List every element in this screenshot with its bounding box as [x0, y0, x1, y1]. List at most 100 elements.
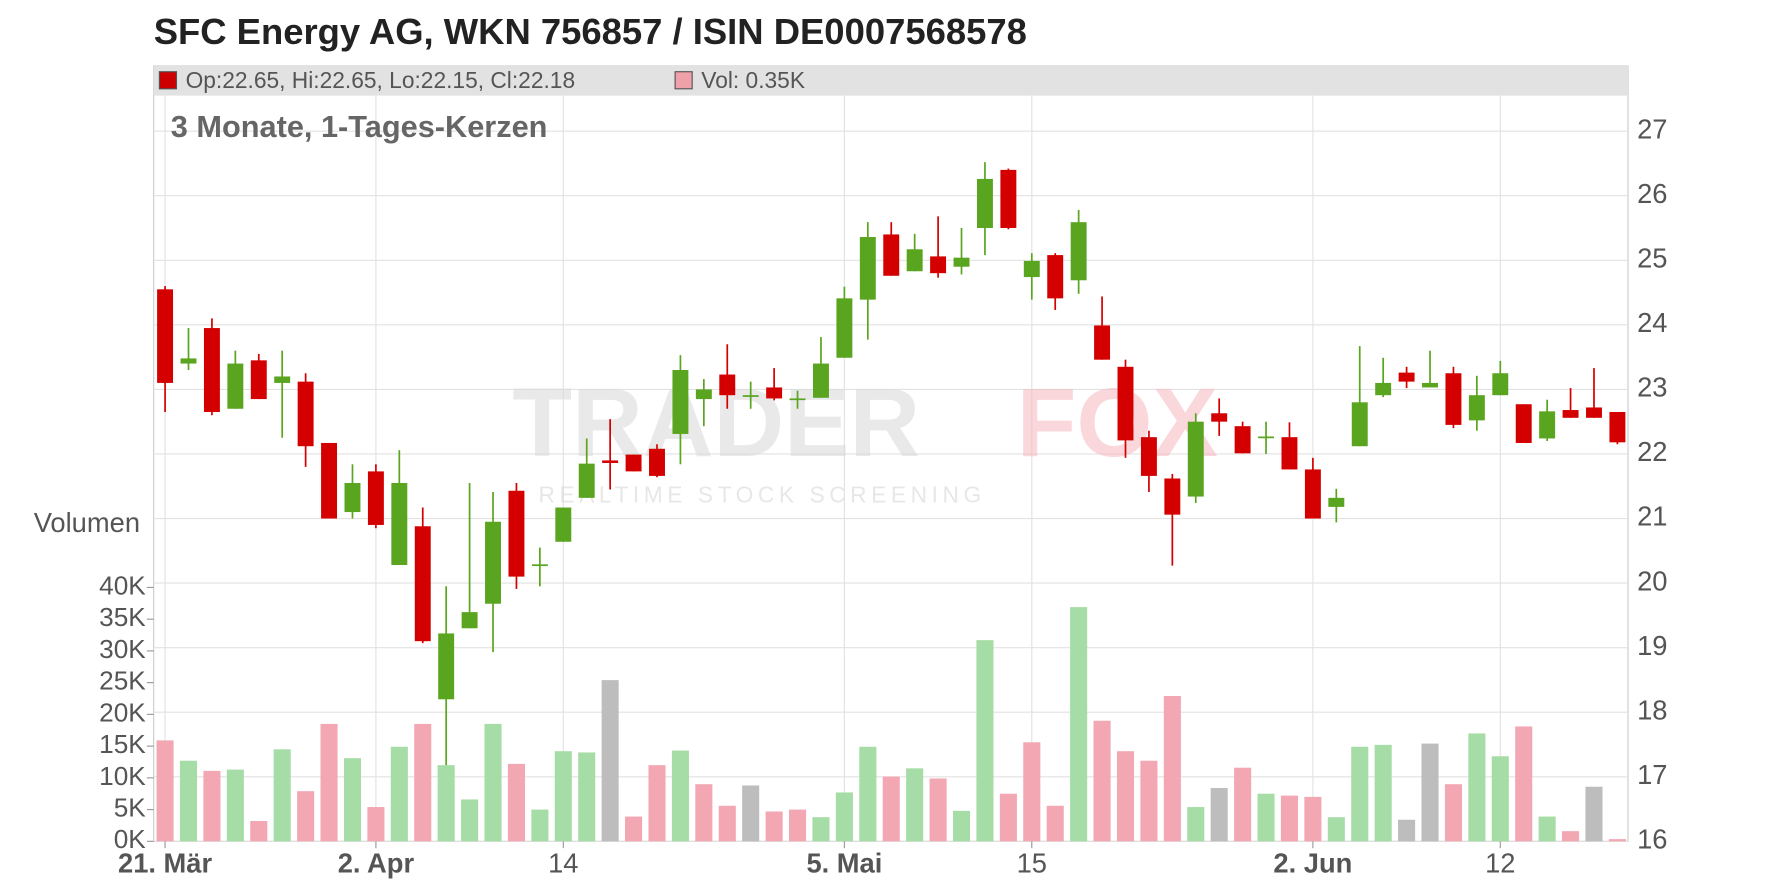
volume-bar — [625, 816, 643, 842]
candle-body — [836, 298, 853, 358]
candle-body — [859, 237, 876, 300]
candle-body — [1211, 413, 1228, 422]
x-tick-label: 2. Jun — [1273, 847, 1352, 878]
volume-bar — [671, 750, 689, 842]
volume-bar — [461, 799, 479, 842]
watermark: TRADER FOX REALTIME STOCK SCREENING — [512, 367, 1218, 507]
candle-body — [1515, 404, 1532, 443]
candle-body — [227, 363, 244, 409]
candle-body — [508, 490, 525, 577]
candle-body — [274, 376, 291, 383]
y-tick-label: 17 — [1637, 759, 1667, 790]
candle-body — [1304, 469, 1321, 519]
volume-bar — [156, 740, 174, 842]
volume-bar — [226, 769, 244, 842]
volume-bar — [531, 809, 549, 842]
y-tick-label: 16 — [1637, 824, 1667, 855]
volume-bar — [437, 765, 455, 842]
legend-ohlc: Op:22.65, Hi:22.65, Lo:22.15, Cl:22.18 — [186, 67, 576, 93]
volume-bar — [179, 760, 198, 842]
y-tick-label: 25 — [1637, 242, 1667, 273]
candle-body — [1117, 366, 1134, 441]
candle-body — [1234, 426, 1251, 454]
candles — [157, 162, 1626, 766]
x-tick-label: 15 — [1017, 847, 1047, 878]
volume-bar — [390, 746, 408, 842]
volume-bar — [718, 805, 736, 842]
candle-body — [1539, 411, 1556, 439]
candle-body — [1422, 382, 1438, 388]
volume-bar — [1491, 756, 1509, 842]
x-tick-label: 14 — [548, 847, 578, 878]
volume-bar — [1234, 767, 1252, 842]
volume-bar — [297, 791, 315, 842]
volume-bar — [320, 723, 338, 842]
watermark-brand: FOX — [1017, 367, 1218, 477]
y-tick-label: 21 — [1637, 501, 1667, 532]
candle-body — [813, 363, 829, 398]
volume-bar — [1468, 733, 1486, 842]
y-tick-label: 18 — [1637, 694, 1667, 725]
chart-title: SFC Energy AG, WKN 756857 / ISIN DE00075… — [154, 11, 1027, 52]
candle-body — [1000, 169, 1017, 228]
legend-swatch — [158, 71, 178, 90]
volume-bar — [1421, 743, 1439, 842]
volume-bar — [765, 811, 783, 842]
volume-bar — [507, 763, 525, 842]
candle-body — [930, 256, 947, 274]
candle-body — [625, 454, 642, 472]
candle-body — [1351, 402, 1368, 447]
volume-bar — [1187, 807, 1205, 842]
candle-body — [883, 234, 900, 276]
volume-bar — [695, 784, 713, 842]
volume-bar — [789, 809, 807, 842]
candle-body — [531, 564, 548, 567]
candle-body — [578, 463, 595, 498]
candle-body — [485, 521, 501, 604]
candle-body — [180, 358, 197, 364]
candle-body — [1070, 222, 1087, 281]
watermark-brand: TRADER — [512, 367, 920, 477]
chart-subtitle: 3 Monate, 1-Tages-Kerzen — [171, 109, 548, 144]
candle-body — [1023, 260, 1040, 278]
volume-tick-label: 10K — [99, 761, 146, 791]
volume-bars — [156, 607, 1626, 842]
volume-bar — [1116, 751, 1135, 842]
y-tick-label: 26 — [1637, 178, 1667, 209]
volume-bar — [952, 810, 971, 842]
volume-tick-label: 25K — [99, 666, 146, 696]
candle-body — [1164, 478, 1181, 515]
candle-body — [672, 370, 689, 434]
volume-bar — [976, 640, 994, 842]
volume-bar — [812, 817, 830, 842]
x-tick-label: 21. Mär — [118, 847, 212, 878]
volume-bar — [1304, 796, 1322, 842]
candle-body — [1468, 395, 1485, 421]
candle-body — [742, 395, 759, 397]
volume-bar — [906, 768, 924, 842]
candle-body — [1375, 382, 1392, 396]
candle-body — [1492, 373, 1509, 396]
volume-bar — [1562, 831, 1580, 842]
y-tick-label: 24 — [1637, 307, 1667, 338]
candle-body — [1328, 497, 1345, 507]
volume-bar — [1327, 817, 1345, 842]
candle-body — [203, 328, 220, 412]
candle-body — [461, 612, 478, 629]
candle-body — [367, 471, 384, 525]
candle-body — [649, 448, 665, 476]
volume-bar — [1280, 795, 1299, 842]
candle-body — [157, 289, 174, 383]
candle-body — [906, 249, 923, 272]
volume-bar — [742, 785, 760, 842]
candle-body — [953, 257, 970, 267]
volume-bar — [1398, 819, 1416, 842]
volume-bar — [601, 680, 619, 842]
candle-body — [1187, 421, 1204, 497]
volume-bar — [1163, 695, 1181, 842]
volume-bar — [1608, 839, 1626, 842]
volume-bar — [999, 793, 1017, 842]
volume-tick-label: 35K — [99, 602, 146, 632]
candle-body — [1445, 373, 1462, 425]
